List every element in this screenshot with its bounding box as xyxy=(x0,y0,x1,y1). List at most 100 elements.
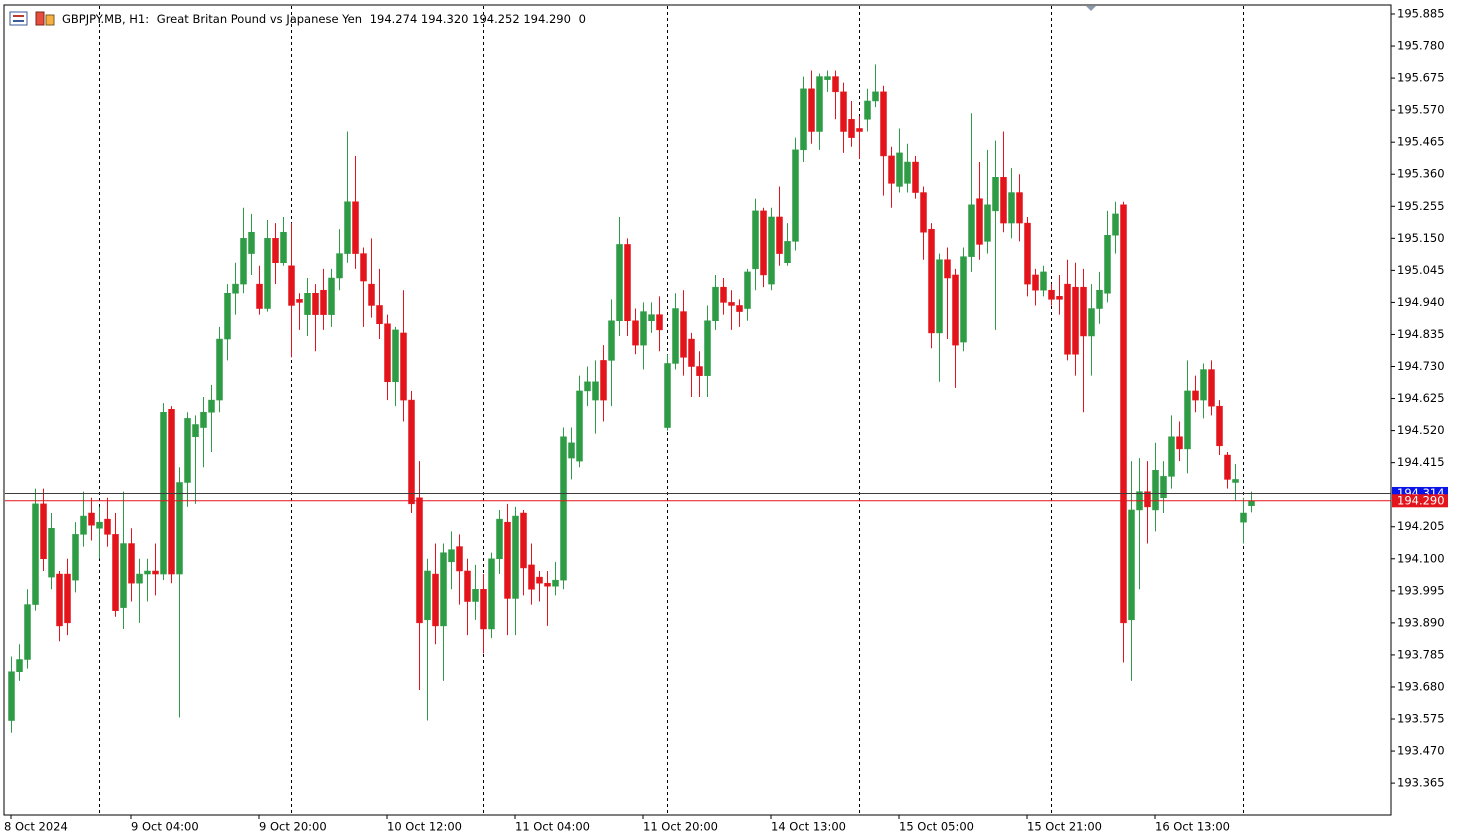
candle-body xyxy=(464,570,471,602)
candle-body xyxy=(904,161,911,184)
candle-body xyxy=(544,582,551,587)
candle-body xyxy=(1248,500,1255,506)
candle-body xyxy=(880,91,887,157)
candle-body xyxy=(1224,454,1231,480)
candle-body xyxy=(800,88,807,151)
candle-body xyxy=(768,216,775,285)
candle-body xyxy=(240,238,247,285)
candle-body xyxy=(1112,213,1119,236)
x-tick-label: 8 Oct 2024 xyxy=(4,820,68,834)
candle-body xyxy=(216,338,223,401)
x-tick-label: 15 Oct 21:00 xyxy=(1027,820,1102,834)
candle-body xyxy=(352,201,359,254)
candle-body xyxy=(1200,369,1207,401)
candle-body xyxy=(752,210,759,270)
candle-body xyxy=(1048,289,1055,300)
candle-body xyxy=(1080,286,1087,337)
candle-body xyxy=(16,659,23,672)
candle-body xyxy=(1104,235,1111,294)
candle-body xyxy=(200,412,207,428)
y-tick-label: 194.940 xyxy=(1397,295,1445,309)
candle-body xyxy=(976,198,983,245)
y-tick-label: 193.365 xyxy=(1397,776,1445,790)
candle-body xyxy=(480,589,487,630)
candle-body xyxy=(696,366,703,376)
candle-body xyxy=(144,570,151,575)
candle-body xyxy=(952,274,959,346)
candle-body xyxy=(400,332,407,401)
candle-body xyxy=(736,305,743,312)
candle-body xyxy=(208,399,215,413)
y-tick-label: 193.470 xyxy=(1397,744,1445,758)
candle-body xyxy=(32,503,39,605)
candle-body xyxy=(600,360,607,401)
candle-body xyxy=(424,570,431,621)
candle-body xyxy=(1216,405,1223,447)
candle-body xyxy=(560,436,567,581)
candle-body xyxy=(8,671,15,721)
candle-body xyxy=(496,518,503,560)
y-tick-label: 194.415 xyxy=(1397,455,1445,469)
candle-body xyxy=(1168,436,1175,477)
candle-body xyxy=(1016,192,1023,224)
y-tick-label: 194.835 xyxy=(1397,327,1445,341)
candle-body xyxy=(72,534,79,581)
candle-body xyxy=(376,305,383,325)
candle-body xyxy=(912,161,919,193)
candle-body xyxy=(848,119,855,138)
candle-body xyxy=(784,241,791,263)
x-tick-label: 9 Oct 04:00 xyxy=(131,820,199,834)
candle-body xyxy=(1024,222,1031,285)
candle-body xyxy=(248,231,255,254)
x-tick-label: 9 Oct 20:00 xyxy=(259,820,327,834)
x-tick-label: 11 Oct 20:00 xyxy=(643,820,718,834)
candle-body xyxy=(504,521,511,599)
candle-body xyxy=(552,579,559,587)
candle-body xyxy=(1152,470,1159,511)
candle-body xyxy=(1064,283,1071,355)
candle-body xyxy=(1184,390,1191,450)
candle-body xyxy=(296,299,303,303)
x-tick-label: 10 Oct 12:00 xyxy=(387,820,462,834)
y-tick-label: 195.885 xyxy=(1397,7,1445,21)
candle-body xyxy=(944,259,951,279)
candle-body xyxy=(64,573,71,624)
candle-body xyxy=(232,283,239,294)
candle-body xyxy=(80,515,87,535)
candle-body xyxy=(1096,289,1103,309)
candle-body xyxy=(872,91,879,102)
description: Great Britan Pound vs Japanese Yen xyxy=(157,12,362,26)
y-tick-label: 193.785 xyxy=(1397,647,1445,661)
candle-body xyxy=(920,192,927,233)
candle-body xyxy=(448,549,455,563)
symbol: GBPJPY.MB, H1: xyxy=(62,12,149,26)
candle-body xyxy=(1176,436,1183,450)
candle-body xyxy=(656,314,663,331)
y-tick-label: 195.150 xyxy=(1397,231,1445,245)
candle-body xyxy=(192,424,199,437)
candle-body xyxy=(776,216,783,254)
candle-body xyxy=(712,286,719,321)
candle-body xyxy=(1040,271,1047,291)
candle-body xyxy=(960,256,967,343)
candle-body xyxy=(864,100,871,120)
candle-body xyxy=(456,546,463,572)
candle-body xyxy=(112,534,119,611)
y-tick-label: 195.465 xyxy=(1397,135,1445,149)
candle-body xyxy=(88,512,95,526)
candle-body xyxy=(1192,390,1199,401)
y-tick-label: 194.730 xyxy=(1397,359,1445,373)
x-tick-label: 16 Oct 13:00 xyxy=(1155,820,1230,834)
y-tick-label: 195.360 xyxy=(1397,167,1445,181)
icon xyxy=(9,11,28,26)
candle-body xyxy=(336,253,343,279)
candle-body xyxy=(888,155,895,184)
x-tick-label: 11 Oct 04:00 xyxy=(515,820,590,834)
candle-body xyxy=(760,210,767,276)
candle-body xyxy=(680,311,687,358)
candle-body xyxy=(592,381,599,401)
plot-area xyxy=(3,4,1392,816)
candle-body xyxy=(1144,491,1151,508)
candle-body xyxy=(368,283,375,306)
